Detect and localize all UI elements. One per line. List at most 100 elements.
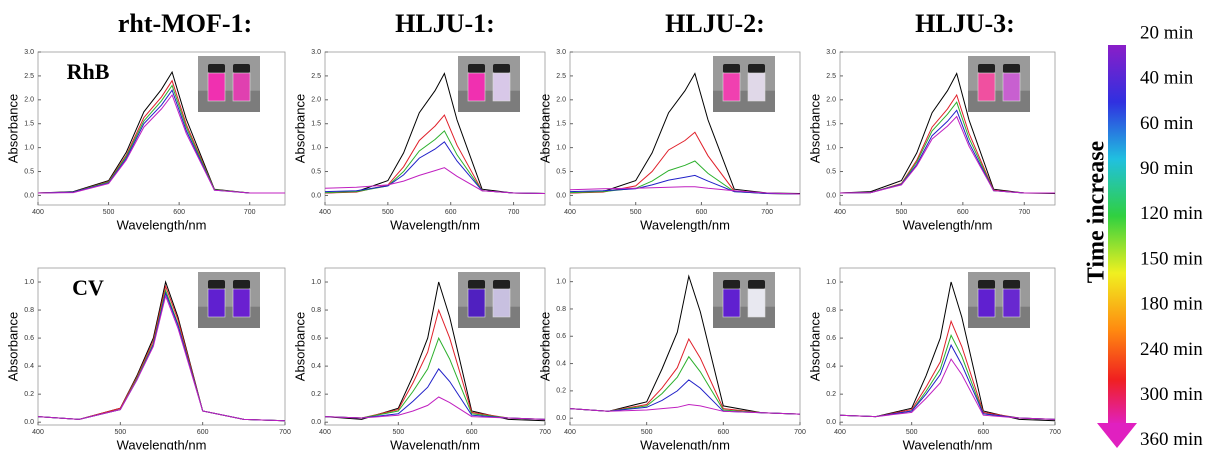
y-tick-label: 0.0: [556, 415, 566, 422]
time-arrow-head: [1097, 423, 1137, 448]
panel: 0.0 0.5 1.0 1.5 2.0 2.5 3.0 400 500 600 700 Wavelen…: [807, 9, 1056, 232]
spectrum-line: [324, 72, 546, 194]
y-tick-label: 0.6: [311, 335, 321, 342]
y-tick-label: 2.5: [556, 73, 566, 80]
x-tick-label: 700: [279, 429, 291, 436]
spectrum-line: [569, 274, 801, 415]
y-tick-label: 0.6: [24, 335, 34, 342]
y-tick-label: 0.0: [24, 192, 34, 199]
spectrum-line: [569, 403, 801, 415]
vial: [722, 72, 741, 102]
spectrum-line: [839, 109, 1055, 194]
vial: [747, 72, 766, 102]
y-tick-label: 0.0: [556, 192, 566, 199]
spectrum-line: [569, 174, 801, 195]
y-tick-label: 1.0: [24, 144, 34, 151]
spectrum-line: [839, 319, 1056, 420]
y-tick-label: 1.0: [24, 279, 34, 286]
spectrum-line: [839, 358, 1056, 420]
spectrum-line: [839, 343, 1056, 420]
x-tick-label: 500: [114, 429, 126, 436]
spectrum-line: [839, 333, 1056, 420]
y-tick-label: 3.0: [556, 49, 566, 56]
spectrum-line: [324, 308, 546, 420]
spectrum-line: [324, 130, 546, 194]
panel: 0.0 0.5 1.0 1.5 2.0 2.5 3.0 400 500 600 700 Wavelen…: [5, 9, 286, 232]
vial: [1002, 72, 1021, 102]
x-tick-label: 600: [173, 209, 185, 216]
y-axis-label: Absorbance: [537, 312, 552, 381]
plot-frame: [324, 51, 546, 206]
x-tick-label: 400: [32, 429, 44, 436]
y-tick-label: 0.8: [311, 307, 321, 314]
x-axis-label: Wavelength/nm: [640, 437, 730, 450]
y-tick-label: 0.6: [826, 335, 836, 342]
spectrum-line: [324, 114, 546, 194]
panel-title: HLJU-3:: [915, 9, 1015, 38]
y-tick-label: 1.5: [311, 121, 321, 128]
spectrum-line: [569, 131, 801, 195]
vial: [467, 288, 486, 318]
y-axis-label: Absorbance: [292, 312, 307, 381]
y-tick-label: 0.4: [556, 360, 566, 367]
y-tick-label: 0.5: [24, 168, 34, 175]
time-label: 360 min: [1140, 429, 1203, 450]
vial: [467, 72, 486, 102]
vial: [207, 72, 226, 102]
panel-title: HLJU-2:: [665, 9, 765, 38]
time-arrow-body: [1108, 45, 1126, 425]
vial: [207, 288, 226, 318]
spectrum-line: [569, 186, 801, 195]
panel: 0.0 0.2 0.4 0.6 0.8 1.0 400 500 600 700 Wavelength…: [5, 267, 291, 450]
y-tick-label: 1.0: [556, 144, 566, 151]
y-tick-label: 1.0: [311, 279, 321, 286]
y-axis-label: Absorbance: [5, 312, 20, 381]
y-tick-label: 1.0: [826, 144, 836, 151]
y-tick-label: 2.5: [826, 73, 836, 80]
x-tick-label: 400: [834, 209, 846, 216]
vial-cap: [723, 64, 740, 73]
y-tick-label: 3.0: [24, 49, 34, 56]
vial: [492, 72, 511, 102]
plot-frame: [37, 267, 286, 426]
time-label: 150 min: [1140, 248, 1203, 269]
y-tick-label: 0.0: [311, 419, 321, 426]
y-tick-label: 1.0: [311, 144, 321, 151]
y-tick-label: 2.0: [826, 97, 836, 104]
plot-frame: [839, 51, 1056, 206]
y-tick-label: 0.2: [24, 391, 34, 398]
x-tick-label: 700: [539, 429, 551, 436]
spectrum-line: [324, 141, 546, 194]
x-tick-label: 400: [319, 429, 331, 436]
x-axis-label: Wavelength/nm: [117, 217, 207, 232]
panel: 0.0 0.5 1.0 1.5 2.0 2.5 3.0 400 500 600 700 Wavelen…: [537, 9, 801, 232]
photo-shelf: [198, 306, 260, 328]
y-tick-label: 2.0: [24, 97, 34, 104]
spectrum-line: [324, 336, 546, 420]
y-tick-label: 0.2: [311, 391, 321, 398]
x-tick-label: 600: [466, 429, 478, 436]
vial: [1002, 288, 1021, 318]
x-tick-label: 700: [794, 429, 806, 436]
vial-cap: [468, 280, 485, 289]
spectrum-line: [839, 101, 1055, 194]
vial: [977, 288, 996, 318]
y-tick-label: 2.0: [311, 97, 321, 104]
y-tick-label: 0.0: [826, 192, 836, 199]
x-tick-label: 500: [906, 429, 918, 436]
x-tick-label: 700: [1018, 209, 1030, 216]
vial-cap: [493, 64, 510, 73]
dye-label: CV: [72, 275, 104, 300]
spectrum-line: [839, 72, 1056, 194]
panel: 0.0 0.2 0.4 0.6 0.8 1.0 400 500 600 700 Wavelength…: [292, 267, 551, 450]
x-tick-label: 600: [717, 429, 729, 436]
spectrum-line: [839, 115, 1055, 194]
time-legend-title: Time increase: [1084, 140, 1110, 283]
x-tick-label: 500: [392, 429, 404, 436]
spectrum-line: [569, 337, 801, 415]
y-axis-label: Absorbance: [5, 94, 20, 163]
y-tick-label: 1.5: [826, 121, 836, 128]
x-tick-label: 700: [1049, 429, 1061, 436]
x-tick-label: 700: [761, 209, 773, 216]
x-tick-label: 400: [32, 209, 44, 216]
